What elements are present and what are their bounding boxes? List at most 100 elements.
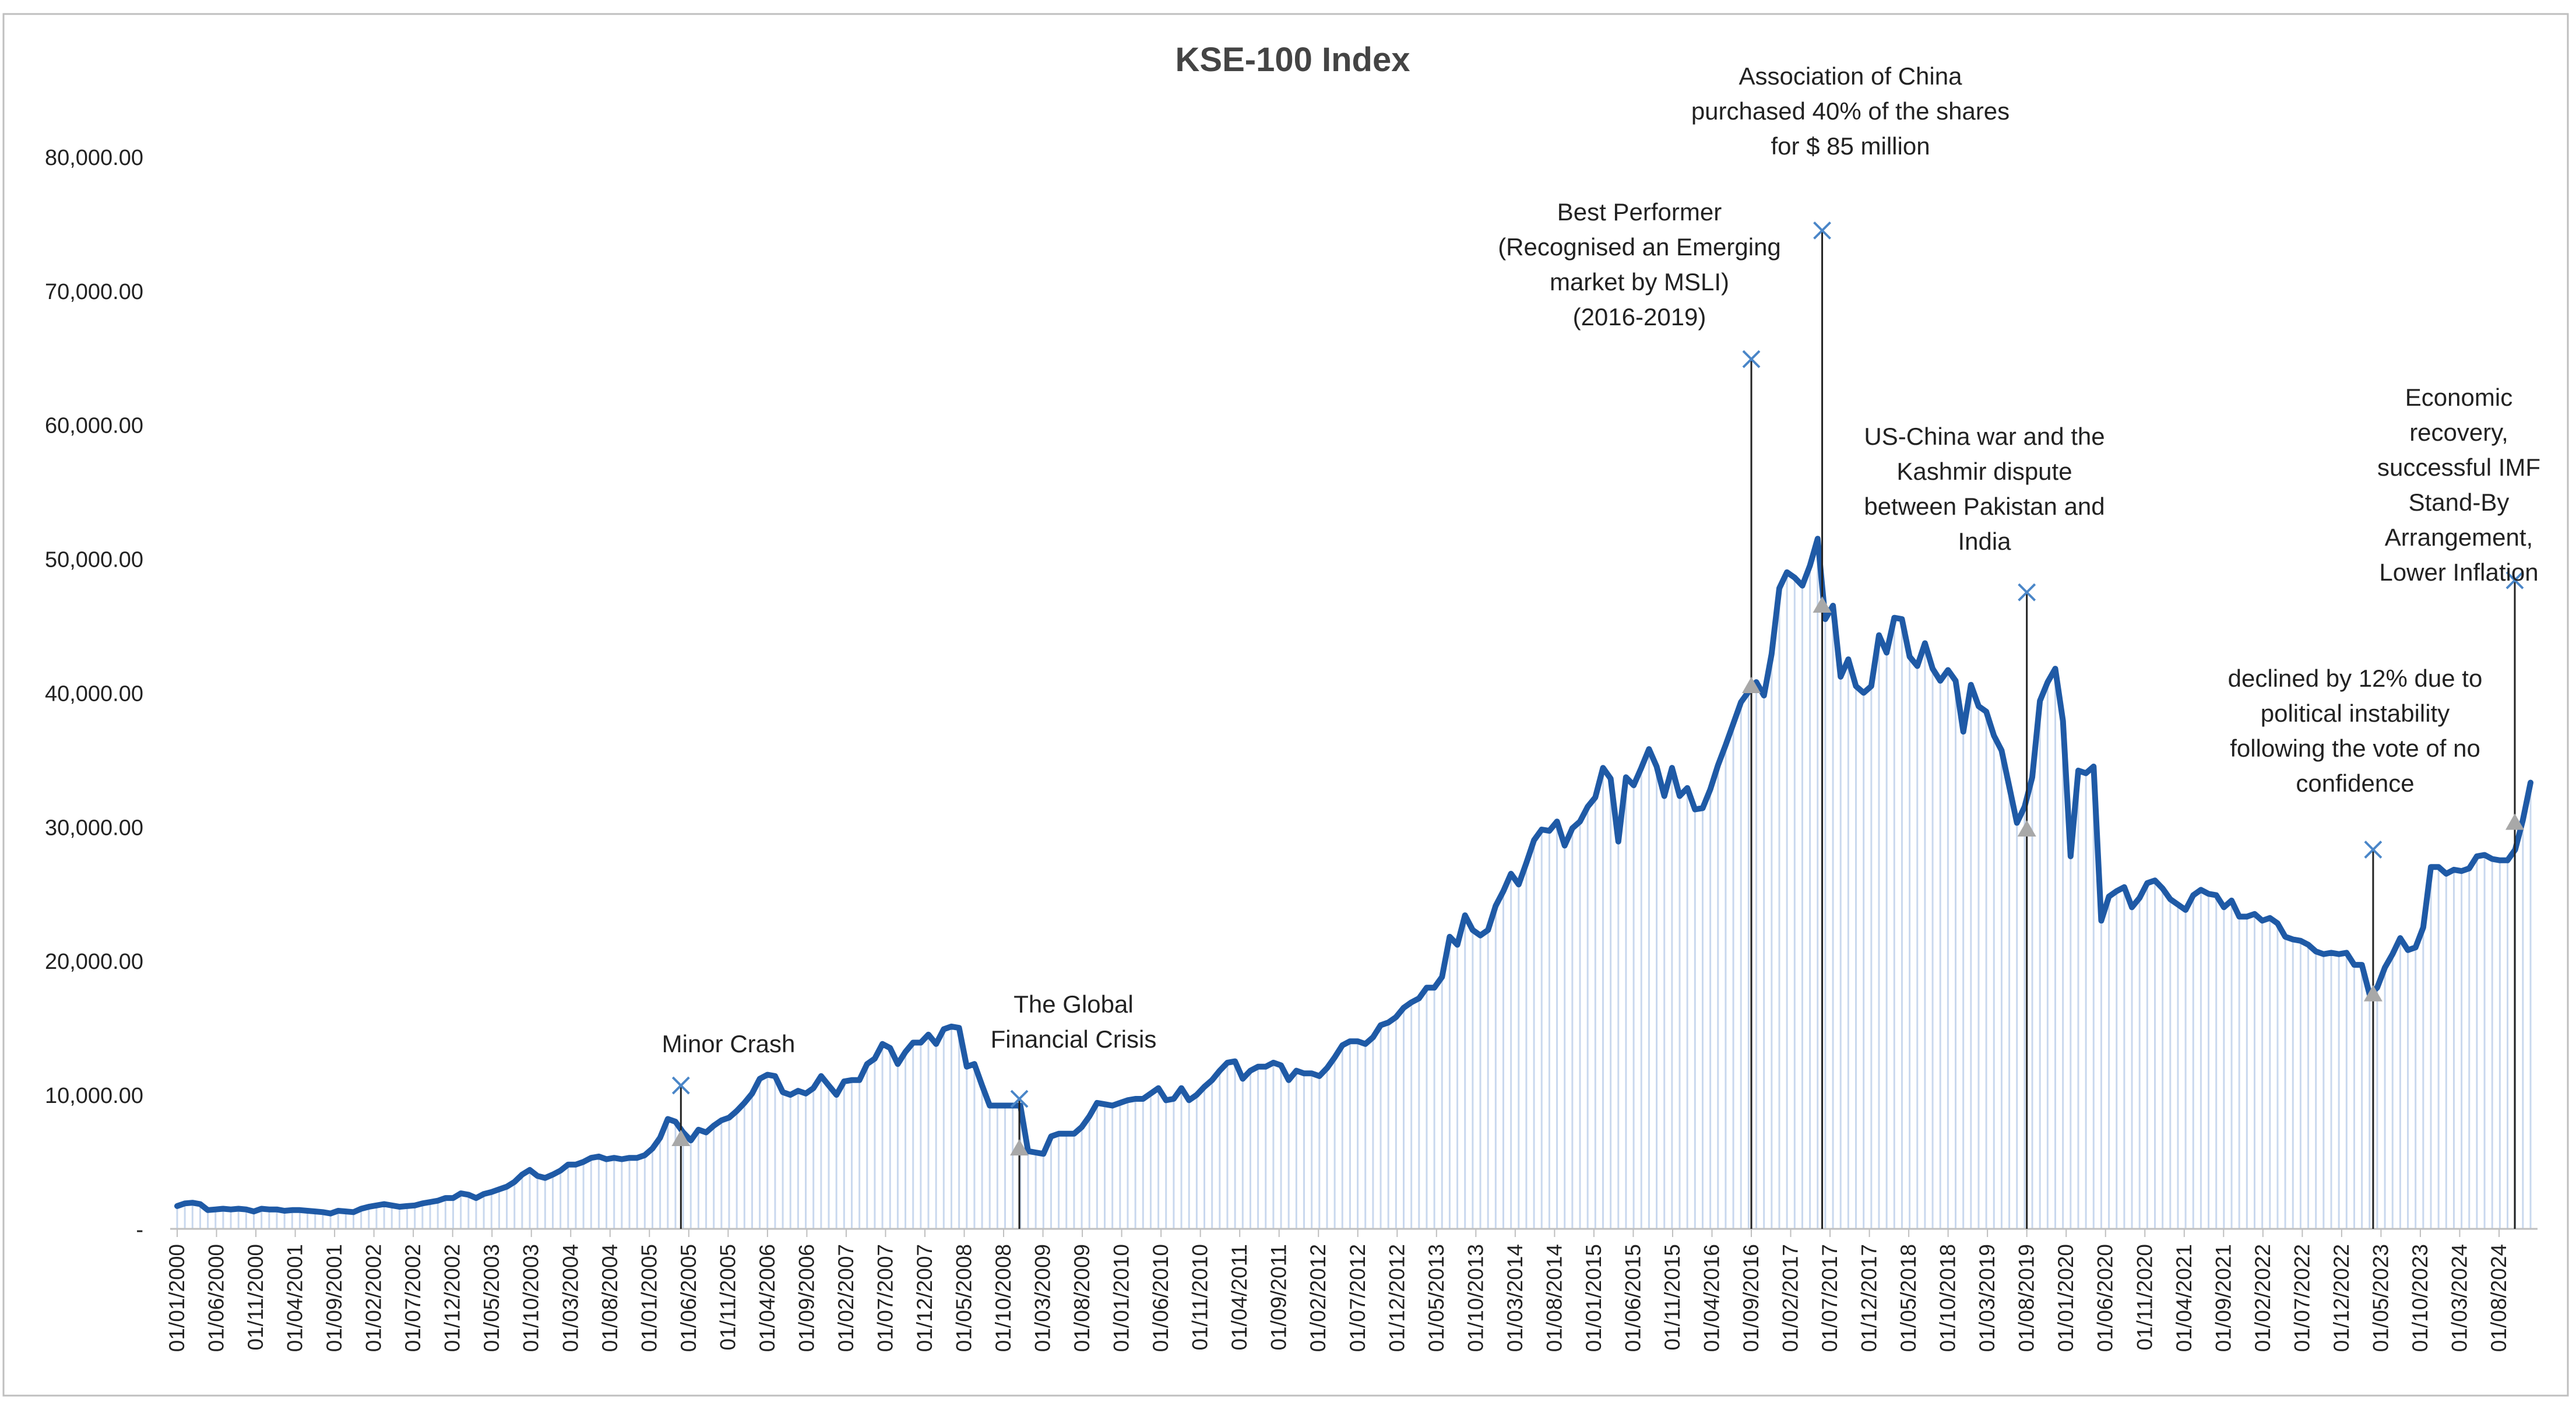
- annotation-label-line: (2016-2019): [1573, 303, 1706, 331]
- x-tick-label: 01/05/2008: [952, 1244, 976, 1352]
- annotation-x-marker: [1010, 1090, 1029, 1108]
- annotation-label-line: Best Performer: [1557, 198, 1722, 226]
- annotation-label-line: political instability: [2261, 700, 2450, 727]
- annotation-label-line: Stand-By: [2409, 489, 2510, 516]
- x-tick-label: 01/06/2000: [205, 1244, 228, 1352]
- x-tick-label: 01/07/2017: [1818, 1244, 1842, 1352]
- x-tick-label: 01/02/2002: [362, 1244, 386, 1352]
- x-tick-label: 01/06/2005: [677, 1244, 701, 1352]
- annotation-label-line: declined by 12% due to: [2228, 665, 2483, 692]
- x-tick-label: 01/02/2017: [1779, 1244, 1803, 1352]
- annotation-label-line: Economic: [2405, 384, 2512, 411]
- annotation-label: declined by 12% due to political instabil…: [2228, 665, 2483, 797]
- x-tick-label: 01/09/2021: [2211, 1244, 2235, 1352]
- annotation-x-marker: [2505, 571, 2524, 589]
- x-tick-label: 01/10/2003: [519, 1244, 543, 1352]
- y-tick-label: -: [136, 1218, 143, 1242]
- annotation-label-line: for $ 85 million: [1771, 132, 1930, 160]
- x-tick-label: 01/08/2014: [1542, 1244, 1566, 1352]
- x-tick-label: 01/12/2007: [913, 1244, 937, 1352]
- x-tick-label: 01/01/2005: [637, 1244, 661, 1352]
- x-tick-label: 01/04/2001: [283, 1244, 307, 1352]
- annotation-label-line: Kashmir dispute: [1896, 458, 2072, 485]
- annotation-x-marker: [2018, 583, 2036, 602]
- x-tick-label: 01/09/2006: [794, 1244, 818, 1352]
- x-tick-label: 01/04/2021: [2172, 1244, 2196, 1352]
- x-tick-label: 01/01/2020: [2054, 1244, 2078, 1352]
- x-tick-label: 01/06/2020: [2093, 1244, 2117, 1352]
- x-tick-label: 01/12/2022: [2329, 1244, 2353, 1352]
- annotation-label-line: India: [1958, 528, 2011, 555]
- annotation-triangle-marker: [2505, 813, 2524, 830]
- annotation-label-line: confidence: [2296, 769, 2414, 797]
- y-tick-label: 80,000.00: [45, 146, 143, 170]
- x-tick-label: 01/07/2007: [873, 1244, 897, 1352]
- x-tick-label: 01/12/2017: [1857, 1244, 1881, 1352]
- y-tick-label: 70,000.00: [45, 280, 143, 304]
- x-tick-label: 01/09/2001: [322, 1244, 346, 1352]
- x-tick-label: 01/11/2015: [1660, 1244, 1684, 1350]
- annotation-x-marker: [671, 1076, 690, 1095]
- x-tick-label: 01/03/2014: [1503, 1244, 1527, 1352]
- x-tick-label: 01/07/2022: [2290, 1244, 2314, 1352]
- series-line-kse-100: [174, 536, 2533, 1217]
- x-tick-label: 01/03/2004: [558, 1244, 582, 1352]
- x-tick-label: 01/02/2012: [1306, 1244, 1330, 1352]
- annotation-label-line: Arrangement,: [2385, 523, 2533, 551]
- annotation-triangle-marker: [1742, 676, 1761, 693]
- chart-title: KSE-100 Index: [1176, 41, 1410, 79]
- x-tick-label: 01/05/2023: [2369, 1244, 2392, 1352]
- x-tick-label: 01/06/2015: [1621, 1244, 1645, 1352]
- x-tick-label: 01/11/2020: [2132, 1244, 2156, 1350]
- y-tick-label: 50,000.00: [45, 548, 143, 572]
- y-axis: - 10,000.00 20,000.00 30,000.00 40,000.00 50,…: [45, 146, 143, 1242]
- x-tick-label: 01/02/2007: [834, 1244, 858, 1352]
- annotation-x-marker: [2364, 841, 2383, 859]
- annotation-label: The Global Financial Crisis: [991, 990, 1157, 1053]
- x-tick-label: 01/04/2011: [1227, 1244, 1251, 1350]
- x-axis: 01/01/2000 01/06/2000 01/11/2000 01/04/2001…: [165, 1228, 2538, 1352]
- x-tick-label: 01/06/2010: [1149, 1244, 1173, 1352]
- annotation-triangle-marker: [1813, 596, 1832, 613]
- x-tick-label: 01/03/2009: [1031, 1244, 1055, 1352]
- x-tick-label: 01/01/2000: [165, 1244, 189, 1352]
- annotation-label-line: US-China war and the: [1864, 423, 2105, 450]
- x-tick-label: 01/07/2012: [1346, 1244, 1370, 1352]
- annotation-label: Best Performer (Recognised an Emerging mar…: [1498, 198, 1781, 331]
- x-tick-label: 01/07/2002: [401, 1244, 425, 1352]
- annotation-label-line: Minor Crash: [662, 1030, 796, 1057]
- y-tick-label: 30,000.00: [45, 816, 143, 840]
- x-tick-label: 01/04/2016: [1699, 1244, 1723, 1352]
- chart-frame: [2, 13, 2569, 1397]
- annotations-layer: Minor Crash The Global Financial Crisis Bes…: [662, 62, 2540, 1229]
- annotation-label-line: successful IMF: [2377, 454, 2540, 481]
- annotation-label-line: The Global: [1013, 990, 1133, 1018]
- annotation-label-line: Financial Crisis: [991, 1025, 1157, 1053]
- annotation-label-line: (Recognised an Emerging: [1498, 233, 1781, 261]
- annotation-triangle-marker: [2017, 820, 2036, 837]
- x-tick-label: 01/08/2019: [2015, 1244, 2039, 1352]
- x-tick-label: 01/05/2018: [1896, 1244, 1920, 1352]
- annotation-triangle-marker: [671, 1129, 691, 1146]
- y-tick-label: 60,000.00: [45, 414, 143, 438]
- x-tick-label: 01/01/2010: [1110, 1244, 1134, 1352]
- x-tick-label: 01/02/2022: [2251, 1244, 2275, 1352]
- annotation-label-line: recovery,: [2409, 419, 2508, 446]
- x-tick-label: 01/09/2011: [1267, 1244, 1291, 1350]
- x-tick-label: 01/10/2018: [1936, 1244, 1960, 1352]
- x-tick-label: 01/04/2006: [755, 1244, 779, 1352]
- annotation-label: Economic recovery, successful IMF Stand-By A…: [2377, 384, 2540, 586]
- annotation-label-line: following the vote of no: [2230, 735, 2480, 762]
- x-tick-label: 01/12/2012: [1385, 1244, 1409, 1352]
- x-tick-label: 01/09/2016: [1739, 1244, 1763, 1352]
- annotation-label: Minor Crash: [662, 1030, 796, 1057]
- y-tick-label: 40,000.00: [45, 681, 143, 706]
- x-tick-label: 01/10/2023: [2408, 1244, 2432, 1352]
- x-tick-label: 01/03/2024: [2447, 1244, 2471, 1352]
- annotation-label-line: between Pakistan and: [1864, 493, 2105, 520]
- annotation-triangle-marker: [2363, 985, 2383, 1002]
- x-tick-label: 01/08/2004: [598, 1244, 622, 1352]
- annotation-label-line: market by MSLI): [1550, 268, 1729, 296]
